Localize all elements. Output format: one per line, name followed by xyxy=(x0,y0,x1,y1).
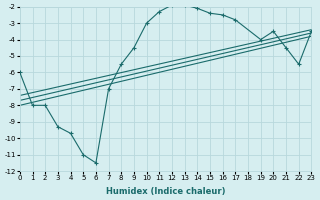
X-axis label: Humidex (Indice chaleur): Humidex (Indice chaleur) xyxy=(106,187,225,196)
